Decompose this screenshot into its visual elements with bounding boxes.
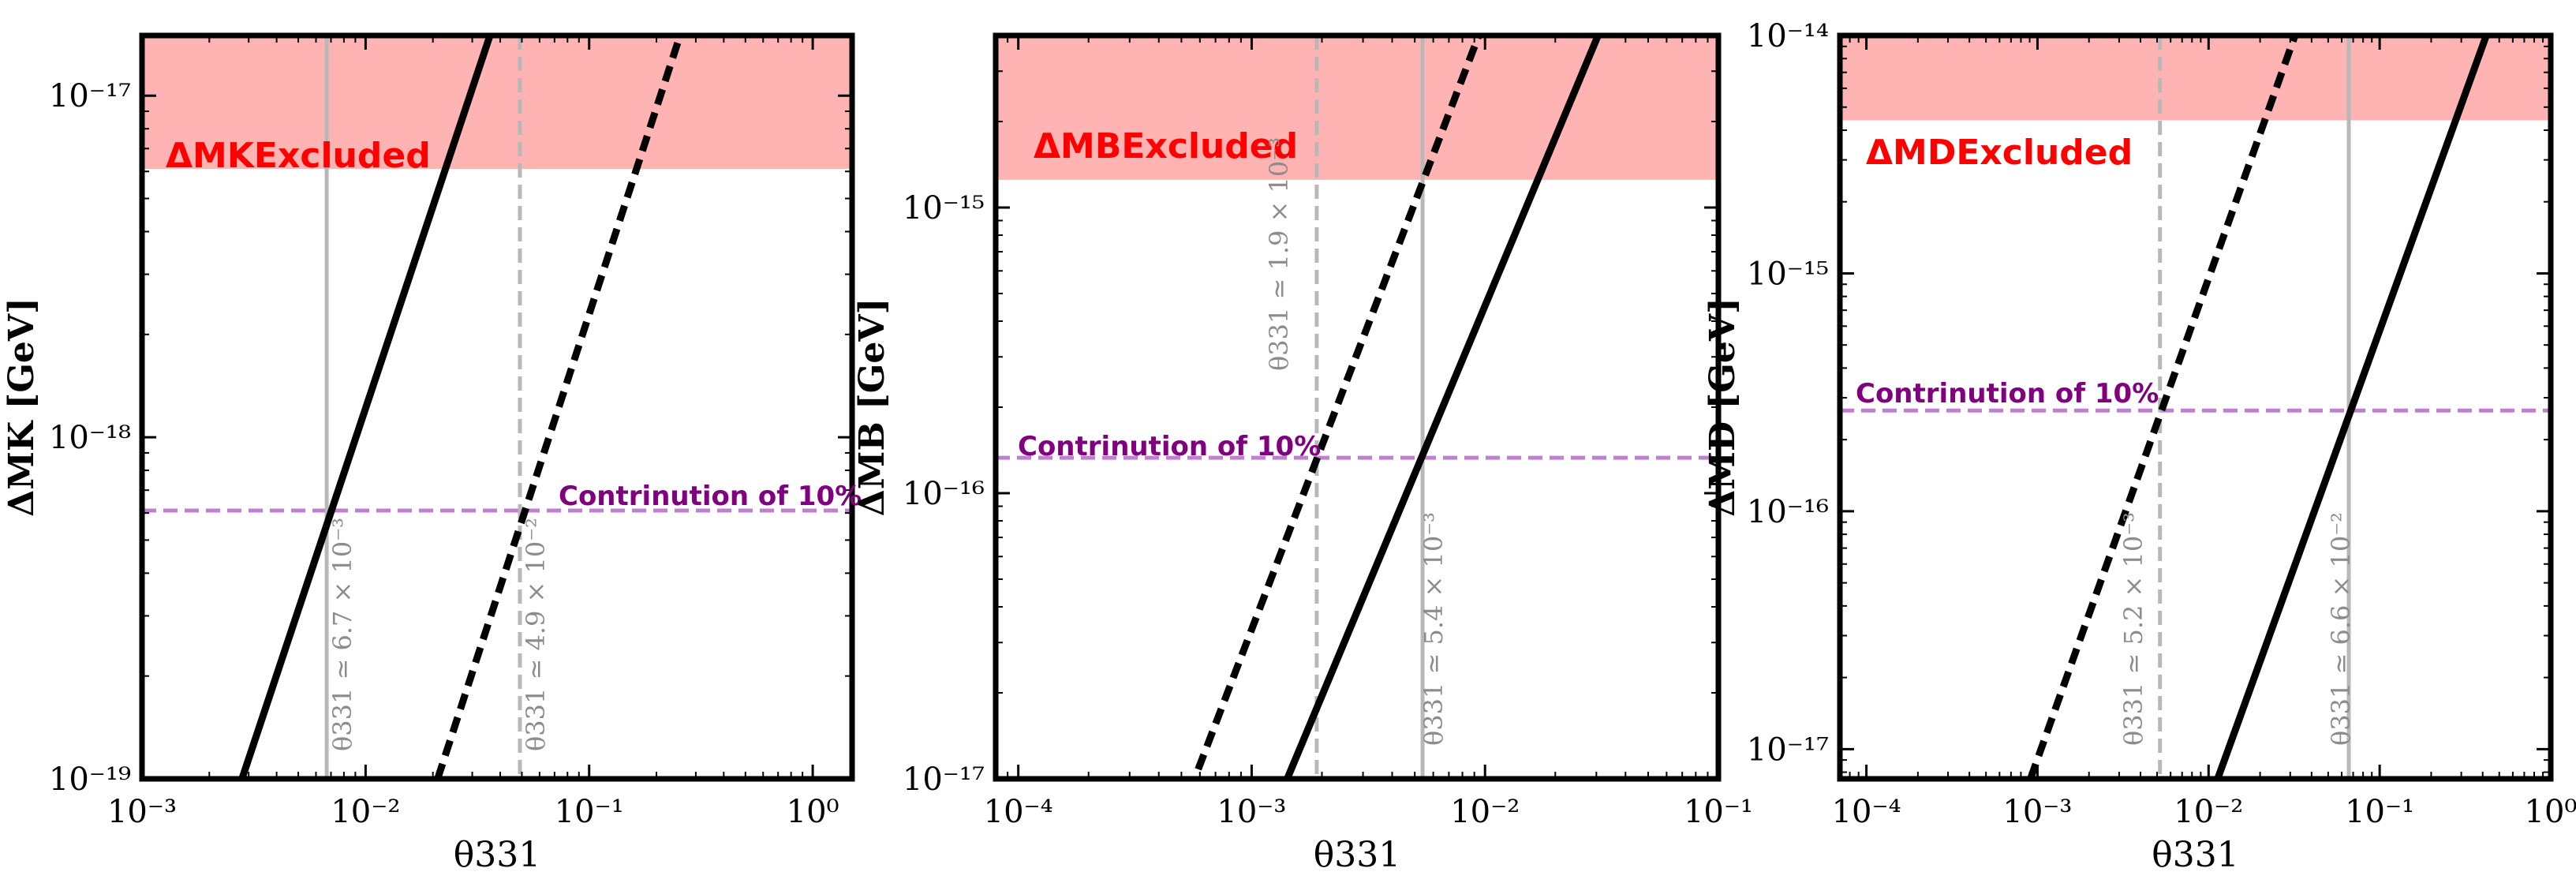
axes-frame [139,32,855,782]
y-tick-label: 10⁻¹⁷ [49,78,131,114]
y-axis-label: ΔMB [GeV] [852,298,892,517]
panel-D: 10⁻⁴ 10⁻³ 10⁻² 10⁻¹ 10⁰ 10⁻¹⁷ 10⁻¹⁶ 10⁻¹⁵ 10⁻¹⁴ Δ… [1703,18,2576,875]
panel-B: 10⁻⁴ 10⁻³ 10⁻² 10⁻¹ 10⁻¹⁷ 10⁻¹⁶ 10⁻¹⁵ ΔMBExclud… [852,32,1753,875]
series-solid [238,36,494,779]
y-tick-label: 10⁻¹⁸ [49,420,131,456]
excluded-region [996,36,1718,180]
y-tick-label: 10⁻¹⁶ [1747,494,1829,530]
x-tick-label: 10⁻² [331,794,400,830]
x-tick-label: 10⁻¹ [555,794,624,830]
series-dashed [434,36,684,779]
x-tick-label: 10⁻² [2174,794,2243,830]
series-solid [1284,36,1602,779]
plot-area [1840,36,2551,779]
excluded-region [1840,36,2551,121]
x-tick-label: 10⁻¹ [2345,794,2414,830]
excluded-label: ΔMKExcluded [166,136,431,176]
excluded-label: ΔMDExcluded [1866,133,2133,173]
x-axis-label: θ331 [2152,835,2238,875]
x-tick-label: 10⁻⁴ [984,794,1053,830]
plot-area [996,36,1718,779]
y-tick-label: 10⁻¹⁵ [1747,256,1829,292]
y-tick-label: 10⁻¹⁶ [903,476,985,512]
x-tick-label: 10⁰ [2525,794,2576,830]
y-tick-label: 10⁻¹⁴ [1747,18,1829,54]
x-tick-label: 10⁻² [1450,794,1520,830]
vline-label: θ331 ≃ 5.2 × 10⁻³ [2118,512,2148,746]
y-tick-label: 10⁻¹⁷ [903,761,985,798]
x-tick-label: 10⁻³ [107,794,177,830]
plot-area [142,36,852,779]
contribution-label: Contrinution of 10% [1856,378,2159,410]
y-tick-label: 10⁻¹⁹ [49,761,131,798]
panel-K: 10⁻³ 10⁻² 10⁻¹ 10⁰ 10⁻¹⁹ 10⁻¹⁸ 10⁻¹⁷ ΔMKExclude… [2,32,862,875]
y-tick-label: 10⁻¹⁵ [903,190,985,226]
x-axis-label: θ331 [454,835,540,875]
y-axis-label: ΔMD [GeV] [1703,297,1743,517]
contribution-label: Contrinution of 10% [1018,431,1321,462]
x-tick-label: 10⁻¹ [1684,794,1753,830]
x-tick-label: 10⁻³ [2002,794,2072,830]
y-axis-label: ΔMK [GeV] [2,297,42,517]
x-tick-label: 10⁻⁴ [1832,794,1901,830]
y-tick-label: 10⁻¹⁷ [1747,731,1829,768]
vline-label: θ331 ≃ 6.7 × 10⁻³ [327,518,357,751]
x-axis-label: θ331 [1314,835,1400,875]
vline-label: θ331 ≃ 6.6 × 10⁻² [2326,512,2356,746]
axes-frame [1837,32,2554,782]
axes-frame [993,32,1722,782]
vline-label: θ331 ≃ 1.9 × 10⁻³ [1264,137,1294,371]
series-dashed [2027,36,2299,779]
x-tick-label: 10⁻³ [1217,794,1286,830]
excluded-region [142,36,852,170]
x-tick-label: 10⁰ [787,794,839,830]
series-dashed [1195,36,1482,771]
vline-label: θ331 ≃ 5.4 × 10⁻³ [1419,512,1449,746]
excluded-label: ΔMBExcluded [1034,126,1298,166]
contribution-label: Contrinution of 10% [559,481,862,512]
series-solid [2214,36,2490,779]
vline-label: θ331 ≃ 4.9 × 10⁻² [521,518,551,751]
